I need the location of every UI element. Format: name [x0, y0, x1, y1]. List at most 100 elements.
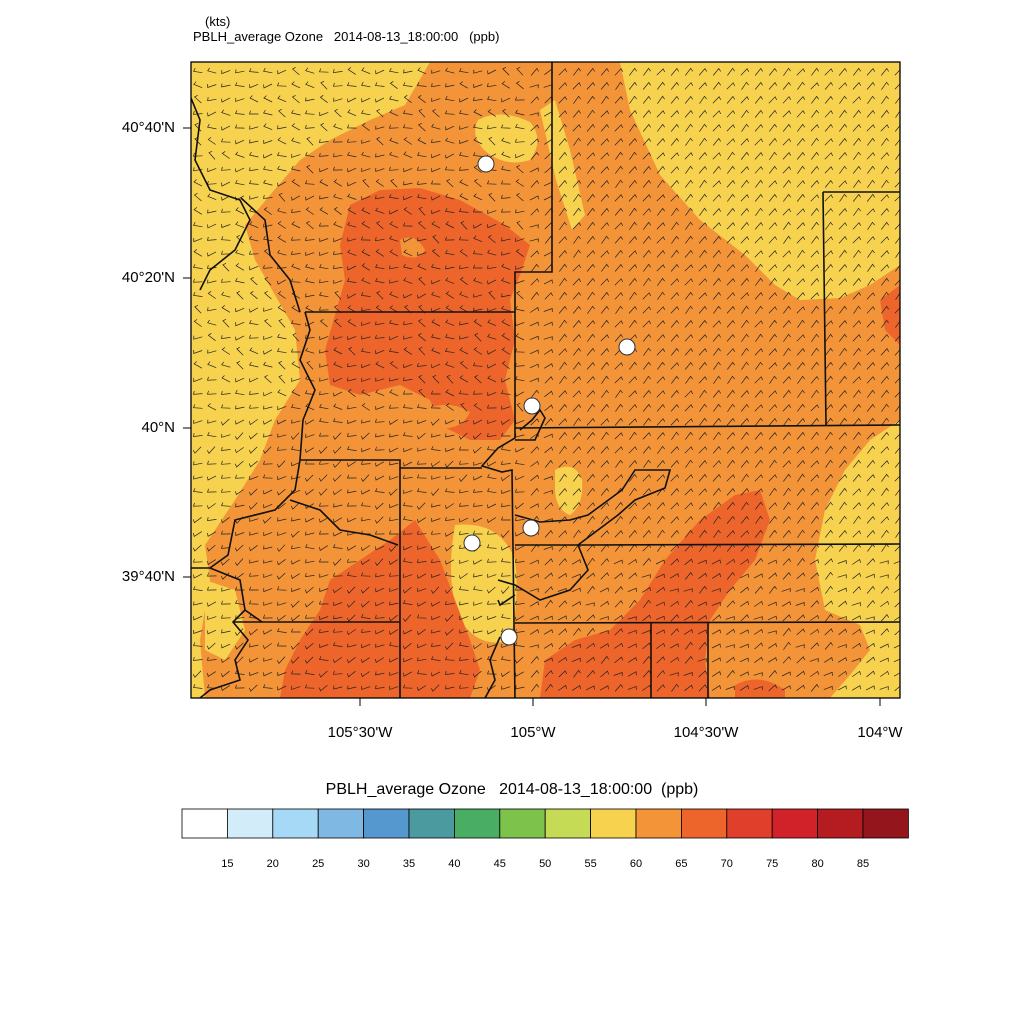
wind-barb	[221, 109, 231, 116]
wind-barb	[614, 249, 623, 258]
wind-barb	[825, 571, 833, 580]
wind-barb	[558, 600, 568, 608]
labelbar-value: 60	[629, 858, 643, 870]
wind-barb	[403, 137, 412, 145]
wind-barb	[501, 277, 511, 284]
wind-barb	[530, 418, 540, 426]
wind-barb	[810, 446, 820, 454]
wind-barb	[558, 488, 568, 496]
wind-barb	[375, 614, 385, 619]
wind-barb	[727, 459, 735, 468]
wind-barb	[697, 658, 707, 663]
wind-barb	[881, 137, 889, 146]
wind-barb	[600, 138, 610, 146]
wind-barb	[249, 334, 259, 339]
wind-barb	[894, 138, 900, 146]
wind-barb	[586, 446, 596, 454]
wind-barb	[571, 657, 581, 663]
wind-barb	[389, 235, 399, 242]
wind-barb	[319, 600, 329, 605]
wind-barb	[642, 655, 652, 664]
wind-barb	[796, 501, 805, 510]
wind-barb	[459, 517, 469, 523]
wind-barb	[291, 109, 301, 116]
wind-barb	[221, 70, 231, 75]
wind-barb	[614, 656, 624, 664]
wind-barb	[852, 277, 861, 286]
wind-barb	[713, 263, 721, 272]
wind-barb	[249, 476, 259, 481]
wind-barb	[823, 671, 833, 677]
wind-barb	[740, 194, 750, 202]
wind-barb	[559, 361, 567, 370]
wind-barb	[375, 446, 385, 451]
wind-barb	[782, 319, 792, 328]
wind-barb	[867, 165, 875, 174]
wind-barb	[389, 629, 398, 635]
wind-barb	[487, 461, 497, 467]
wind-barb	[500, 475, 510, 482]
wind-barb	[852, 417, 861, 426]
wind-barb	[544, 572, 554, 580]
wind-barb	[572, 305, 581, 314]
wind-barb	[375, 277, 385, 284]
wind-barb	[487, 404, 497, 409]
wind-barb	[670, 81, 679, 90]
wind-barb	[319, 391, 329, 396]
wind-barb	[838, 137, 847, 146]
wind-barb	[234, 447, 244, 454]
wind-barb	[852, 642, 861, 649]
wind-barb	[643, 221, 651, 230]
wind-barb	[825, 445, 833, 454]
wind-barb	[487, 69, 497, 75]
wind-barb	[670, 123, 679, 132]
wind-barb	[866, 110, 876, 118]
wind-barb	[515, 545, 525, 551]
wind-barb	[782, 208, 792, 216]
wind-barb	[529, 559, 539, 565]
wind-barb	[825, 585, 833, 594]
wind-barb	[544, 404, 554, 412]
wind-barb	[304, 670, 315, 675]
wind-barb	[711, 601, 721, 606]
wind-barb	[375, 587, 385, 593]
wind-barb	[739, 671, 749, 677]
wind-barb	[559, 445, 567, 454]
wind-barb	[837, 560, 847, 565]
wind-barb	[543, 308, 553, 313]
wind-barb	[192, 446, 202, 454]
wind-barb	[685, 207, 693, 216]
wind-barb	[769, 319, 777, 328]
wind-barb	[416, 474, 427, 479]
station-marker	[463, 534, 481, 552]
wind-barb	[487, 530, 497, 535]
wind-barb	[587, 487, 595, 496]
wind-barb	[670, 137, 679, 146]
wind-barb	[615, 515, 623, 524]
wind-barb	[207, 307, 217, 312]
wind-barb	[278, 374, 286, 384]
wind-barb	[220, 657, 230, 664]
wind-barb	[193, 657, 203, 661]
wind-barb	[529, 321, 539, 327]
wind-barb	[699, 515, 707, 524]
wind-barb	[291, 588, 301, 592]
wind-barb	[726, 124, 736, 132]
wind-barb	[416, 670, 427, 675]
wind-barb	[235, 321, 245, 327]
wind-barb	[193, 419, 203, 424]
wind-barb	[305, 544, 315, 550]
wind-barb	[768, 474, 778, 482]
wind-barb	[685, 459, 693, 468]
wind-barb	[389, 419, 398, 425]
wind-barb	[768, 418, 778, 426]
wind-barb	[685, 375, 693, 384]
wind-barb	[403, 558, 413, 564]
wind-barb	[459, 97, 469, 103]
wind-barb	[558, 250, 568, 258]
wind-barb	[699, 249, 707, 258]
wind-barb	[797, 165, 805, 174]
wind-barb	[459, 559, 469, 564]
wind-barb	[250, 276, 258, 286]
wind-barb	[445, 193, 455, 200]
